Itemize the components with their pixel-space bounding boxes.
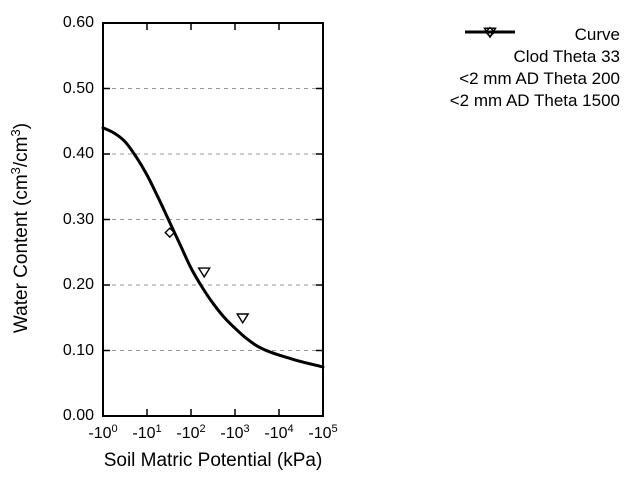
y-tick-label: 0.50 (62, 79, 94, 97)
retention-curve (101, 126, 325, 369)
legend: Curve Clod Theta 33 <2 mm AD Theta 200 <2 m… (450, 24, 620, 112)
legend-label: <2 mm AD Theta 1500 (449, 91, 620, 110)
x-tick-label: -104 (264, 423, 294, 443)
x-tick-label: -100 (88, 423, 118, 443)
y-tick-label: 0.40 (62, 145, 94, 162)
y-tick-label: 0.00 (62, 407, 94, 424)
x-tick-label: -102 (176, 423, 206, 443)
legend-item-2-mm-ad-theta-200: <2 mm AD Theta 200 (450, 27, 620, 90)
legend-label: Curve (574, 25, 620, 44)
y-tick-label: 0.10 (62, 341, 94, 359)
data-point-triangle-down-open (235, 313, 250, 325)
data-point-triangle-down-open (197, 267, 211, 279)
y-tick-label: 0.60 (62, 14, 94, 31)
x-tick-label: -103 (220, 423, 250, 443)
y-tick-label: 0.20 (62, 276, 94, 293)
x-axis-title: Soil Matric Potential (kPa) (103, 450, 323, 471)
legend-label: <2 mm AD Theta 200 (459, 69, 620, 88)
y-axis-title: Water Content (cm3/cm3) (8, 122, 32, 334)
legend-item-clod-theta-33: Clod Theta 33 (450, 26, 620, 68)
x-tick-label: -101 (132, 423, 162, 443)
x-tick-label: -105 (308, 423, 338, 443)
legend-label: Clod Theta 33 (513, 47, 620, 66)
legend-item-2-mm-ad-theta-1500: <2 mm AD Theta 1500 (449, 27, 620, 112)
data-point-diamond-open (164, 227, 176, 239)
legend-item-curve: Curve (450, 24, 620, 46)
y-tick-label: 0.30 (62, 210, 94, 228)
legend-line-swatch (464, 30, 515, 34)
legend-triangle-down-open-icon (482, 27, 497, 39)
